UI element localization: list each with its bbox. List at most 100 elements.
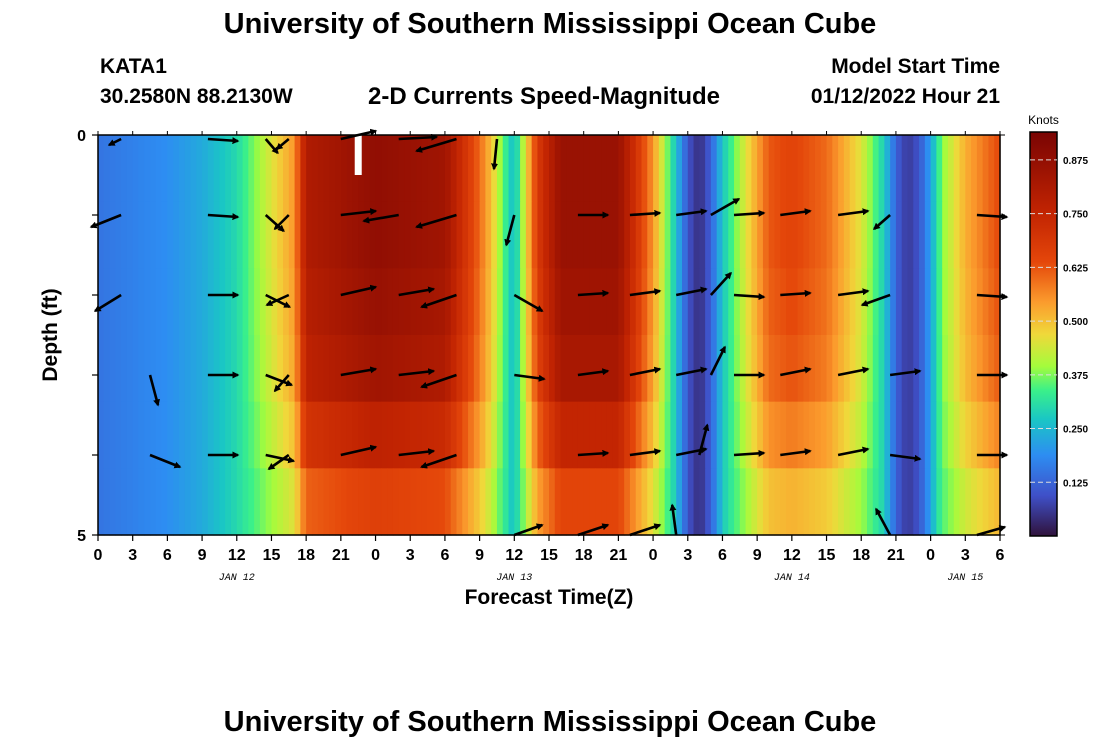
heatmap-cell	[838, 268, 845, 336]
heatmap-cell	[988, 201, 995, 269]
heatmap-cell	[757, 401, 764, 469]
heatmap-cell	[346, 135, 354, 203]
heatmap-cell	[745, 401, 752, 469]
heatmap-cell	[410, 201, 417, 269]
heatmap-cell	[601, 468, 608, 536]
heatmap-cell	[248, 401, 255, 469]
heatmap-cell	[641, 201, 648, 269]
current-vector	[273, 374, 290, 393]
heatmap-cell	[838, 135, 845, 203]
heatmap-cell	[173, 401, 180, 469]
heatmap-cell	[924, 401, 932, 469]
heatmap-cell	[913, 401, 920, 469]
current-vector	[709, 271, 732, 296]
heatmap-cell	[947, 468, 955, 536]
current-vector	[889, 368, 922, 377]
heatmap-cell	[317, 201, 325, 269]
heatmap-cell	[144, 468, 151, 536]
heatmap-cell	[167, 135, 174, 203]
heatmap-cell	[838, 468, 845, 536]
heatmap-cell	[254, 468, 261, 536]
heatmap-cell	[121, 401, 128, 469]
heatmap-cell	[572, 201, 579, 269]
heatmap-cell	[566, 268, 573, 336]
heatmap-cell	[98, 335, 105, 403]
heatmap-cell	[103, 335, 111, 403]
heatmap-cell	[387, 135, 394, 203]
heatmap-cell	[444, 468, 452, 536]
current-vector	[504, 214, 516, 247]
heatmap-cell	[225, 335, 232, 403]
heatmap-cell	[294, 201, 301, 269]
heatmap-cell	[913, 135, 920, 203]
heatmap-cell	[566, 335, 573, 403]
x-tick-label: 3	[128, 547, 137, 564]
heatmap-cell	[178, 401, 186, 469]
heatmap-cell	[786, 401, 793, 469]
heatmap-cell	[375, 135, 382, 203]
current-vector	[733, 293, 766, 301]
heatmap-cell	[867, 401, 874, 469]
heatmap-cell	[930, 335, 937, 403]
heatmap-cell	[751, 335, 758, 403]
heatmap-cell	[213, 468, 221, 536]
heatmap-cell	[612, 401, 619, 469]
heatmap-cell	[577, 201, 585, 269]
current-vector	[275, 138, 290, 150]
heatmap-cell	[323, 468, 330, 536]
heatmap-cell	[861, 201, 868, 269]
heatmap-cell	[647, 268, 654, 336]
heatmap-cell	[855, 335, 862, 403]
heatmap-cell	[647, 335, 654, 403]
heatmap-cell	[693, 135, 700, 203]
heatmap-cell	[647, 468, 654, 536]
heatmap-cell	[502, 468, 510, 536]
heatmap-cell	[340, 268, 348, 336]
heatmap-cell	[184, 135, 192, 203]
x-tick-label: 0	[649, 547, 658, 564]
current-vector	[837, 288, 870, 297]
heatmap-cell	[884, 135, 891, 203]
heatmap-cell	[664, 201, 672, 269]
heatmap-cell	[283, 335, 290, 403]
heatmap-cell	[635, 468, 643, 536]
x-tick-label: 0	[94, 547, 103, 564]
x-tick-label: 6	[996, 547, 1005, 564]
heatmap-cell	[184, 401, 192, 469]
heatmap-cell	[248, 135, 255, 203]
heatmap-cell	[416, 401, 423, 469]
heatmap-cell	[814, 468, 822, 536]
heatmap-cell	[138, 268, 145, 336]
heatmap-cell	[363, 468, 371, 536]
heatmap-cell	[103, 135, 111, 203]
heatmap-cell	[872, 268, 880, 336]
heatmap-cell	[595, 335, 602, 403]
heatmap-cell	[392, 268, 400, 336]
current-vector	[629, 366, 662, 377]
heatmap-cell	[924, 468, 932, 536]
heatmap-cell	[311, 335, 319, 403]
heatmap-cell	[739, 201, 747, 269]
heatmap-cell	[109, 135, 116, 203]
heatmap-cell	[653, 401, 660, 469]
heatmap-cell	[329, 268, 336, 336]
heatmap-cell	[196, 135, 203, 203]
heatmap-cell	[132, 135, 140, 203]
heatmap-cell	[953, 335, 961, 403]
heatmap-cell	[676, 335, 683, 403]
heatmap-cell	[537, 468, 544, 536]
heatmap-cell	[612, 135, 619, 203]
heatmap-cell	[976, 468, 984, 536]
heatmap-cell	[456, 135, 463, 203]
heatmap-cell	[832, 335, 839, 403]
heatmap-cell	[259, 135, 267, 203]
heatmap-cell	[473, 268, 481, 336]
heatmap-cell	[190, 335, 197, 403]
heatmap-cell	[508, 468, 515, 536]
x-tick-label: 21	[887, 547, 905, 564]
heatmap-cell	[745, 468, 752, 536]
heatmap-cell	[115, 468, 122, 536]
heatmap-cell	[861, 468, 868, 536]
current-vector	[676, 208, 708, 217]
current-vector	[415, 137, 457, 153]
